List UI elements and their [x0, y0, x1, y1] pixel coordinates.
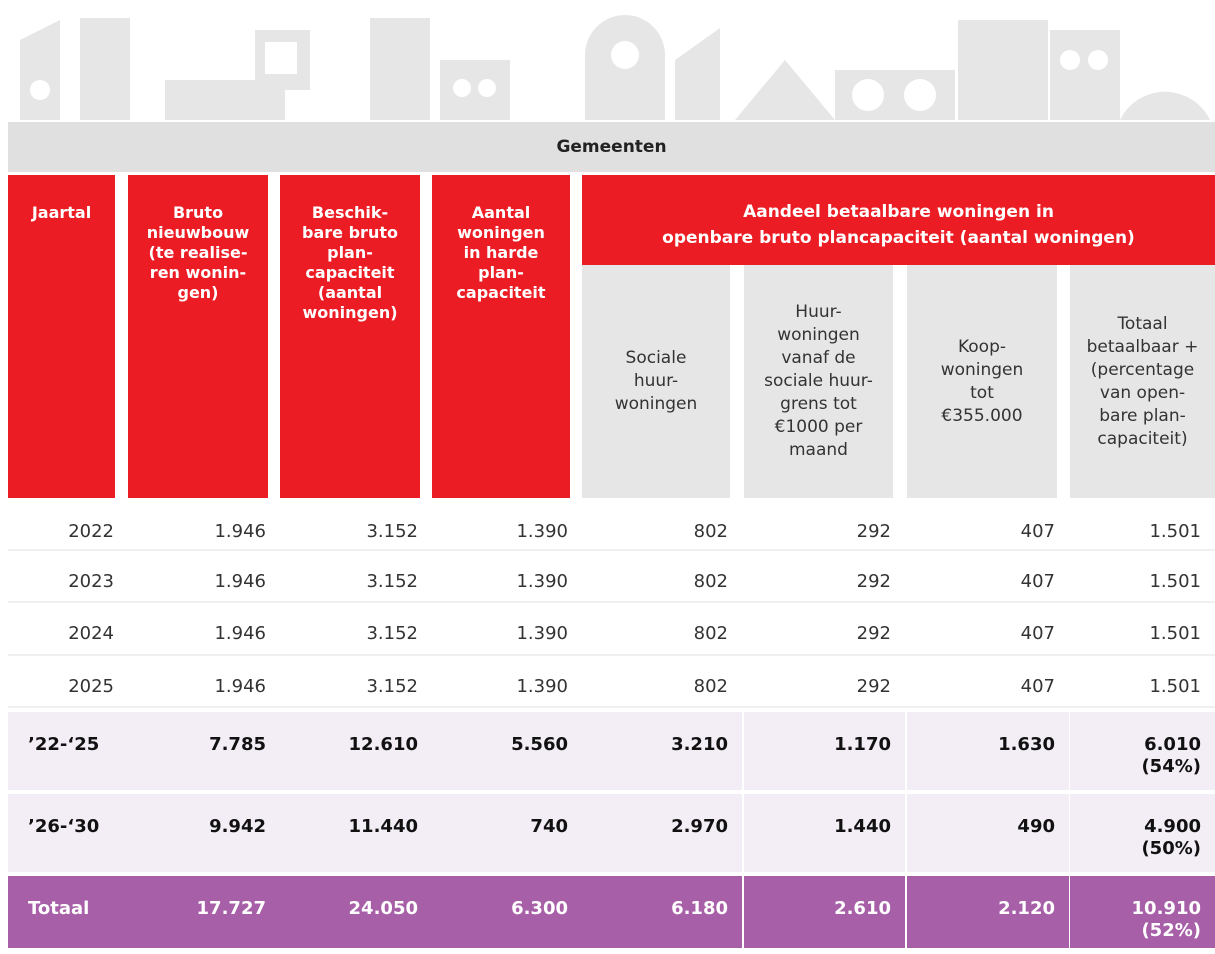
table-cell: 2.610 [744, 876, 905, 948]
table-cell: 292 [856, 521, 891, 542]
group-title: Gemeenten [8, 122, 1215, 172]
table-cell: 1.390 [516, 571, 568, 592]
table-cell: 17.727 [128, 876, 280, 948]
column-header: Beschik- bare bruto plan- capaciteit (aa… [280, 175, 420, 498]
table-cell: 1.946 [214, 571, 266, 592]
table-cell: 2024 [68, 623, 114, 644]
sub-header: Totaal betaalbaar + (percentage van open… [1070, 265, 1215, 498]
table-cell: 1.501 [1149, 521, 1201, 542]
table-cell: 407 [1020, 571, 1055, 592]
table-cell: 6.180 [582, 876, 742, 948]
sub-header: Koop- woningen tot €355.000 [907, 265, 1057, 498]
table-cell: 1.946 [214, 676, 266, 697]
table-cell: 6.010 (54%) [1070, 712, 1215, 790]
table-cell: 1.501 [1149, 571, 1201, 592]
row-separator [8, 549, 1215, 551]
table-cell: ’22-‘25 [8, 712, 128, 790]
row-separator [8, 601, 1215, 603]
sub-header: Huur- woningen vanaf de sociale huur- gr… [744, 265, 893, 498]
table-cell: 292 [856, 623, 891, 644]
column-header: Jaartal [8, 175, 115, 498]
table-cell: 4.900 (50%) [1070, 794, 1215, 872]
table-cell: 1.440 [744, 794, 905, 872]
table-cell: 1.390 [516, 623, 568, 644]
table-cell: 1.390 [516, 676, 568, 697]
table-cell: Totaal [8, 876, 128, 948]
table-cell: 24.050 [280, 876, 432, 948]
table-cell: 3.152 [366, 521, 418, 542]
table-cell: 2023 [68, 571, 114, 592]
table-cell: 1.501 [1149, 676, 1201, 697]
table-cell: 3.152 [366, 571, 418, 592]
sub-header: Sociale huur- woningen [582, 265, 730, 498]
table-cell: 802 [693, 521, 728, 542]
table-cell: 407 [1020, 623, 1055, 644]
table-cell: 7.785 [128, 712, 280, 790]
table-cell: 1.390 [516, 521, 568, 542]
table-cell: 740 [432, 794, 582, 872]
row-separator [8, 706, 1215, 708]
table-cell: 9.942 [128, 794, 280, 872]
row-separator [8, 654, 1215, 656]
group-header: Aandeel betaalbare woningen in openbare … [582, 175, 1215, 265]
table-cell: ’26-‘30 [8, 794, 128, 872]
table-cell: 2025 [68, 676, 114, 697]
table-cell: 490 [907, 794, 1069, 872]
table-cell: 5.560 [432, 712, 582, 790]
table-cell: 802 [693, 676, 728, 697]
table-cell: 292 [856, 676, 891, 697]
column-header: Aantal woningen in harde plan- capacitei… [432, 175, 570, 498]
column-header: Bruto nieuwbouw (te realise- ren wonin- … [128, 175, 268, 498]
table-cell: 10.910 (52%) [1070, 876, 1215, 948]
skyline [20, 15, 1210, 120]
table-cell: 11.440 [280, 794, 432, 872]
table-cell: 1.946 [214, 521, 266, 542]
table-cell: 1.946 [214, 623, 266, 644]
table-cell: 407 [1020, 521, 1055, 542]
table-cell: 2.970 [582, 794, 742, 872]
table-cell: 1.501 [1149, 623, 1201, 644]
table-cell: 292 [856, 571, 891, 592]
table-cell: 2.120 [907, 876, 1069, 948]
table-cell: 12.610 [280, 712, 432, 790]
table-cell: 6.300 [432, 876, 582, 948]
table-cell: 802 [693, 623, 728, 644]
table-cell: 407 [1020, 676, 1055, 697]
table-cell: 2022 [68, 521, 114, 542]
table-cell: 3.152 [366, 623, 418, 644]
table-cell: 3.152 [366, 676, 418, 697]
table-cell: 1.630 [907, 712, 1069, 790]
table-cell: 3.210 [582, 712, 742, 790]
table-cell: 802 [693, 571, 728, 592]
table-cell: 1.170 [744, 712, 905, 790]
